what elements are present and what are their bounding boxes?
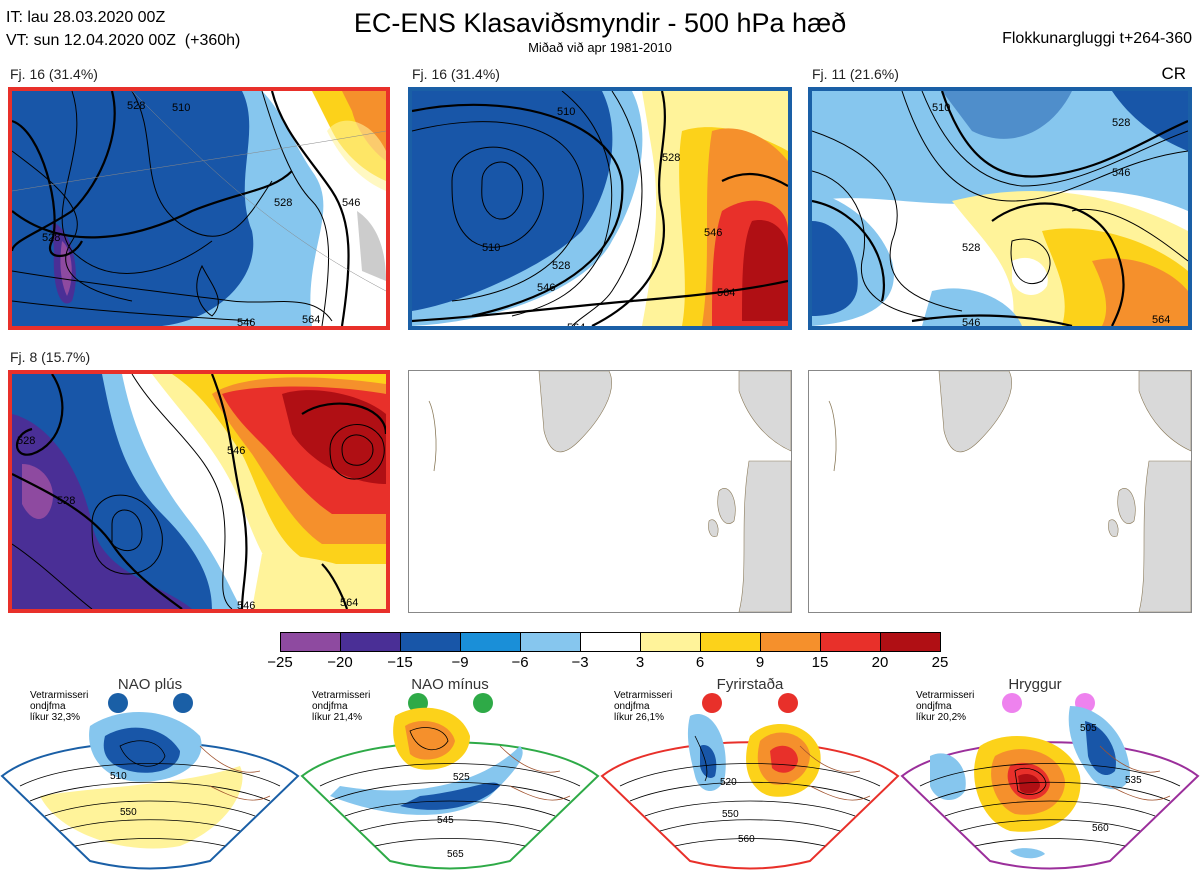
cluster-map-3: 510 528 528 546 546 564 xyxy=(808,87,1192,330)
regime-note: Vetrarmisseri ondjfma líkur 20,2% xyxy=(916,690,975,723)
regime-dot-icon xyxy=(108,693,128,713)
regime-name: NAO mínus xyxy=(411,676,489,693)
contour-label: 520 xyxy=(720,777,737,788)
colorbar-tick-label: 6 xyxy=(695,654,705,671)
colorbar-segment xyxy=(340,632,401,652)
contour-label: 546 xyxy=(342,197,360,209)
panel-label-1: Fj. 16 (31.4%) xyxy=(10,66,98,82)
contour-label: 528 xyxy=(127,100,145,112)
colorbar-tick-label: 25 xyxy=(931,654,949,671)
contour-label: 564 xyxy=(717,287,735,299)
contour-label: 546 xyxy=(227,445,245,457)
panel-label-2: Fj. 16 (31.4%) xyxy=(412,66,500,82)
colorbar-segment xyxy=(280,632,341,652)
colorbar-segment xyxy=(520,632,581,652)
contour-label: 550 xyxy=(722,809,739,820)
contour-label: 528 xyxy=(662,152,680,164)
colorbar-tick-label: −3 xyxy=(571,654,589,671)
colorbar-segment xyxy=(760,632,821,652)
regime-nao-plus: NAO plús Vetrarmisseri ondjfma líkur 32,… xyxy=(0,676,300,871)
regime-name: Fyrirstaða xyxy=(716,676,784,693)
regime-dot-icon xyxy=(173,693,193,713)
colorbar-segment xyxy=(580,632,641,652)
contour-label: 560 xyxy=(1092,823,1109,834)
colorbar-tick-label: −15 xyxy=(387,654,413,671)
contour-label: 535 xyxy=(1125,775,1142,786)
contour-label: 528 xyxy=(42,232,60,244)
page-title: EC-ENS Klasaviðsmyndir - 500 hPa hæð xyxy=(353,8,847,38)
colorbar-segment xyxy=(820,632,881,652)
panel-label-4: Fj. 8 (15.7%) xyxy=(10,349,91,365)
contour-label: 550 xyxy=(120,807,137,818)
regime-blocking: Fyrirstaða Vetrarmisseri ondjfma líkur 2… xyxy=(600,676,900,871)
colorbar-segment xyxy=(880,632,941,652)
colorbar-segment xyxy=(400,632,461,652)
contour-label: 546 xyxy=(704,227,722,239)
classification-window: Flokkunargluggi t+264-360 xyxy=(1002,30,1192,47)
regime-ridge: Hryggur Vetrarmisseri ondjfma líkur 20,2… xyxy=(900,676,1200,871)
colorbar-tick-label: 15 xyxy=(811,654,829,671)
cluster-map-4: 528 528 546 546 564 xyxy=(8,370,390,613)
contour-label: 560 xyxy=(738,834,755,845)
contour-label: 564 xyxy=(302,314,320,326)
regime-note: Vetrarmisseri ondjfma líkur 21,4% xyxy=(312,690,371,723)
colorbar-tick-label: −20 xyxy=(327,654,353,671)
colorbar-tick-label: 9 xyxy=(755,654,765,671)
empty-map-5 xyxy=(408,370,792,613)
contour-label: 528 xyxy=(57,495,75,507)
cluster-map-2: 510 510 528 528 546 546 564 564 xyxy=(408,87,792,330)
regime-dot-icon xyxy=(702,693,722,713)
regime-note: Vetrarmisseri ondjfma líkur 26,1% xyxy=(614,690,673,723)
contour-label: 528 xyxy=(17,435,35,447)
init-time: IT: lau 28.03.2020 00Z xyxy=(6,9,166,26)
contour-label: 545 xyxy=(437,815,454,826)
header-times: IT: lau 28.03.2020 00Z VT: sun 12.04.202… xyxy=(6,6,240,52)
contour-label: 528 xyxy=(962,242,980,254)
colorbar-tick-label: −25 xyxy=(267,654,293,671)
page-subtitle: Miðað við apr 1981-2010 xyxy=(528,40,672,55)
contour-label: 505 xyxy=(1080,723,1097,734)
regime-dot-icon xyxy=(1002,693,1022,713)
contour-label: 546 xyxy=(537,282,555,294)
regime-nao-minus: NAO mínus Vetrarmisseri ondjfma líkur 21… xyxy=(300,676,600,871)
contour-label: 510 xyxy=(110,771,127,782)
colorbar-segment xyxy=(700,632,761,652)
contour-label: 510 xyxy=(482,242,500,254)
contour-label: 546 xyxy=(1112,167,1130,179)
cluster-map-1: 510 528 528 528 546 546 564 xyxy=(8,87,390,330)
contour-label: 528 xyxy=(1112,117,1130,129)
colorbar-tick-label: 3 xyxy=(635,654,645,671)
contour-label: 564 xyxy=(340,597,358,609)
contour-label: 565 xyxy=(447,849,464,860)
colorbar-segment xyxy=(640,632,701,652)
regime-note: Vetrarmisseri ondjfma líkur 32,3% xyxy=(30,690,89,723)
contour-label: 564 xyxy=(1152,314,1170,326)
contour-label: 546 xyxy=(237,317,255,326)
regime-dot-icon xyxy=(473,693,493,713)
contour-label: 510 xyxy=(172,102,190,114)
contour-label: 546 xyxy=(962,317,980,326)
contour-label: 510 xyxy=(932,102,950,114)
contour-label: 528 xyxy=(552,260,570,272)
contour-label: 564 xyxy=(567,322,585,326)
contour-label: 510 xyxy=(557,106,575,118)
contour-label: 528 xyxy=(274,197,292,209)
panel-label-3: Fj. 11 (21.6%) xyxy=(812,66,899,82)
colorbar-tick-label: 20 xyxy=(871,654,889,671)
contour-label: 546 xyxy=(237,600,255,609)
regime-name: Hryggur xyxy=(1008,676,1062,693)
valid-time: VT: sun 12.04.2020 00Z (+360h) xyxy=(6,32,241,49)
corner-code: CR xyxy=(1161,64,1186,83)
colorbar-tick-label: −6 xyxy=(511,654,529,671)
regime-dot-icon xyxy=(778,693,798,713)
contour-label: 525 xyxy=(453,772,470,783)
regime-name: NAO plús xyxy=(117,676,183,693)
empty-map-6 xyxy=(808,370,1192,613)
colorbar-segment xyxy=(460,632,521,652)
colorbar-tick-label: −9 xyxy=(451,654,469,671)
